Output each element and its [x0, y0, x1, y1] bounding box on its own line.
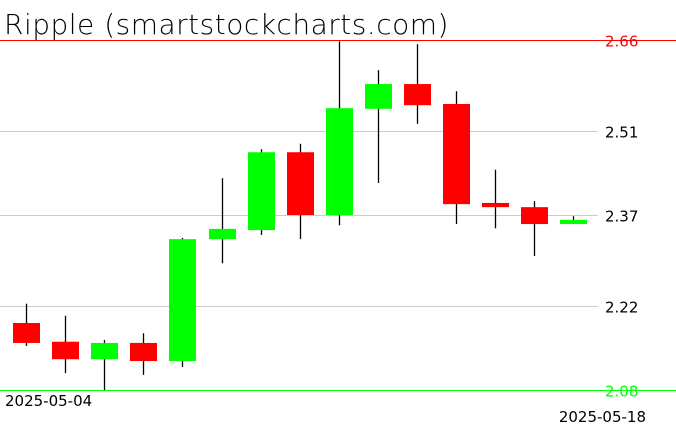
y-tick-label: 2.08 [605, 383, 638, 401]
candle-body-down [130, 342, 157, 362]
chart-title: Ripple (smartstockcharts.com) [4, 8, 449, 41]
candle-body-up [326, 108, 353, 215]
candle-body-down [482, 202, 509, 208]
candle-body-down [404, 84, 431, 106]
candle-body-down [521, 207, 548, 225]
candle-body-up [91, 342, 118, 360]
candle-body-down [287, 152, 314, 215]
candle-body-up [365, 84, 392, 109]
y-tick-label: 2.51 [605, 124, 638, 142]
candle-body-down [52, 341, 79, 360]
candle-body-up [169, 239, 196, 362]
y-tick-label: 2.66 [605, 33, 638, 51]
y-tick-label: 2.22 [605, 299, 638, 317]
candle-body-up [560, 219, 587, 225]
x-start-label: 2025-05-04 [5, 392, 92, 410]
candle-body-down [443, 103, 470, 205]
x-end-label: 2025-05-18 [559, 408, 646, 426]
candle-body-up [248, 152, 275, 231]
y-tick-label: 2.37 [605, 208, 638, 226]
candle-body-up [209, 228, 236, 240]
candle-body-down [13, 323, 40, 343]
